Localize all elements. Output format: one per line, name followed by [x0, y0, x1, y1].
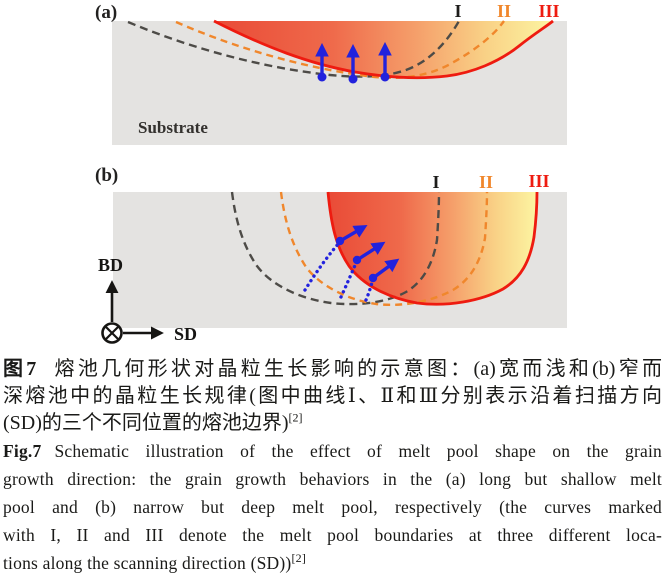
growth-arrow: [356, 241, 386, 262]
caption-line: pool and (b) narrow but deep melt pool, …: [3, 493, 662, 521]
curve-label-1-a: I: [454, 1, 461, 21]
growth-arrow: [371, 258, 400, 280]
caption-line: 图7 熔池几何形状对晶粒生长影响的示意图：(a)宽而浅和(b)窄而: [3, 356, 662, 383]
figure-canvas: (a) Substrate I II III (b) I: [95, 1, 567, 344]
growth-trajectory-dotted: [339, 259, 359, 299]
caption-chinese: 图7 熔池几何形状对晶粒生长影响的示意图：(a)宽而浅和(b)窄而 深熔池中的晶粒…: [0, 356, 665, 437]
caption-text: Schematic illustration of the effect of …: [54, 441, 662, 461]
panel-a-label: (a): [95, 2, 117, 23]
curve-label-3-a: III: [538, 1, 559, 21]
panel-b-label: (b): [95, 165, 118, 186]
boundary-curve-3-a: [213, 19, 554, 80]
out-of-plane-cross: [104, 325, 120, 341]
growth-arrow: [339, 224, 368, 243]
melt-pool-b: [328, 192, 537, 305]
caption-text: growth direction: the grain growth behav…: [3, 469, 662, 489]
caption-line: 深熔池中的晶粒生长规律(图中曲线Ⅰ、Ⅱ和Ⅲ分别表示沿着扫描方向: [3, 383, 662, 410]
growth-trajectory-dotted: [303, 241, 341, 292]
boundary-curve-2-b: [279, 191, 489, 307]
reference-superscript: [2]: [291, 551, 307, 566]
boundary-curve-1-a: [127, 20, 461, 78]
grain-origin-dot: [380, 72, 390, 82]
caption-text: (SD)的三个不同位置的熔池边界): [3, 412, 289, 434]
caption-text: tions along the scanning direction (SD)): [3, 553, 292, 573]
melt-pool-figure: (a) Substrate I II III (b) I: [95, 1, 567, 344]
caption-english: Fig.7 Schematic illustration of the effec…: [0, 437, 665, 577]
caption-line: (SD)的三个不同位置的熔池边界)[2]: [3, 410, 662, 437]
caption-line: with I, II and III denote the melt pool …: [3, 521, 662, 549]
figure-caption: 图7 熔池几何形状对晶粒生长影响的示意图：(a)宽而浅和(b)窄而 深熔池中的晶粒…: [0, 356, 665, 577]
caption-line: tions along the scanning direction (SD))…: [3, 549, 662, 577]
boundary-curve-1-b: [230, 191, 441, 306]
axis-sd-label: SD: [174, 324, 197, 344]
figure-number-cn: 图7: [3, 358, 37, 380]
caption-text: pool and (b) narrow but deep melt pool, …: [3, 497, 662, 517]
panel-a: (a) Substrate I II III: [95, 1, 567, 145]
curve-label-2-b: II: [479, 172, 493, 192]
curve-label-3-b: III: [528, 171, 549, 191]
panel-b: (b) I II III: [95, 165, 567, 328]
caption-text: 熔池几何形状对晶粒生长影响的示意图：(a)宽而浅和(b)窄而: [51, 358, 662, 380]
growth-arrows-a: [315, 41, 392, 84]
caption-line: Fig.7 Schematic illustration of the effec…: [3, 437, 662, 465]
substrate-text: Substrate: [138, 118, 208, 137]
figure-number-en: Fig.7: [3, 441, 42, 461]
curve-label-1-b: I: [432, 172, 439, 192]
axis-indicator: BD SD: [98, 255, 197, 344]
axis-bd-label: BD: [98, 255, 123, 275]
caption-text: with I, II and III denote the melt pool …: [3, 525, 662, 545]
grain-origin-dot: [348, 74, 358, 84]
caption-line: growth direction: the grain growth behav…: [3, 465, 662, 493]
boundary-curve-3-b: [326, 191, 539, 306]
caption-text: 深熔池中的晶粒生长规律(图中曲线Ⅰ、Ⅱ和Ⅲ分别表示沿着扫描方向: [3, 385, 662, 407]
growth-arrows-b: [335, 224, 400, 283]
reference-superscript: [2]: [288, 410, 303, 425]
curve-label-2-a: II: [497, 1, 511, 21]
grain-origin-dot: [317, 72, 327, 82]
